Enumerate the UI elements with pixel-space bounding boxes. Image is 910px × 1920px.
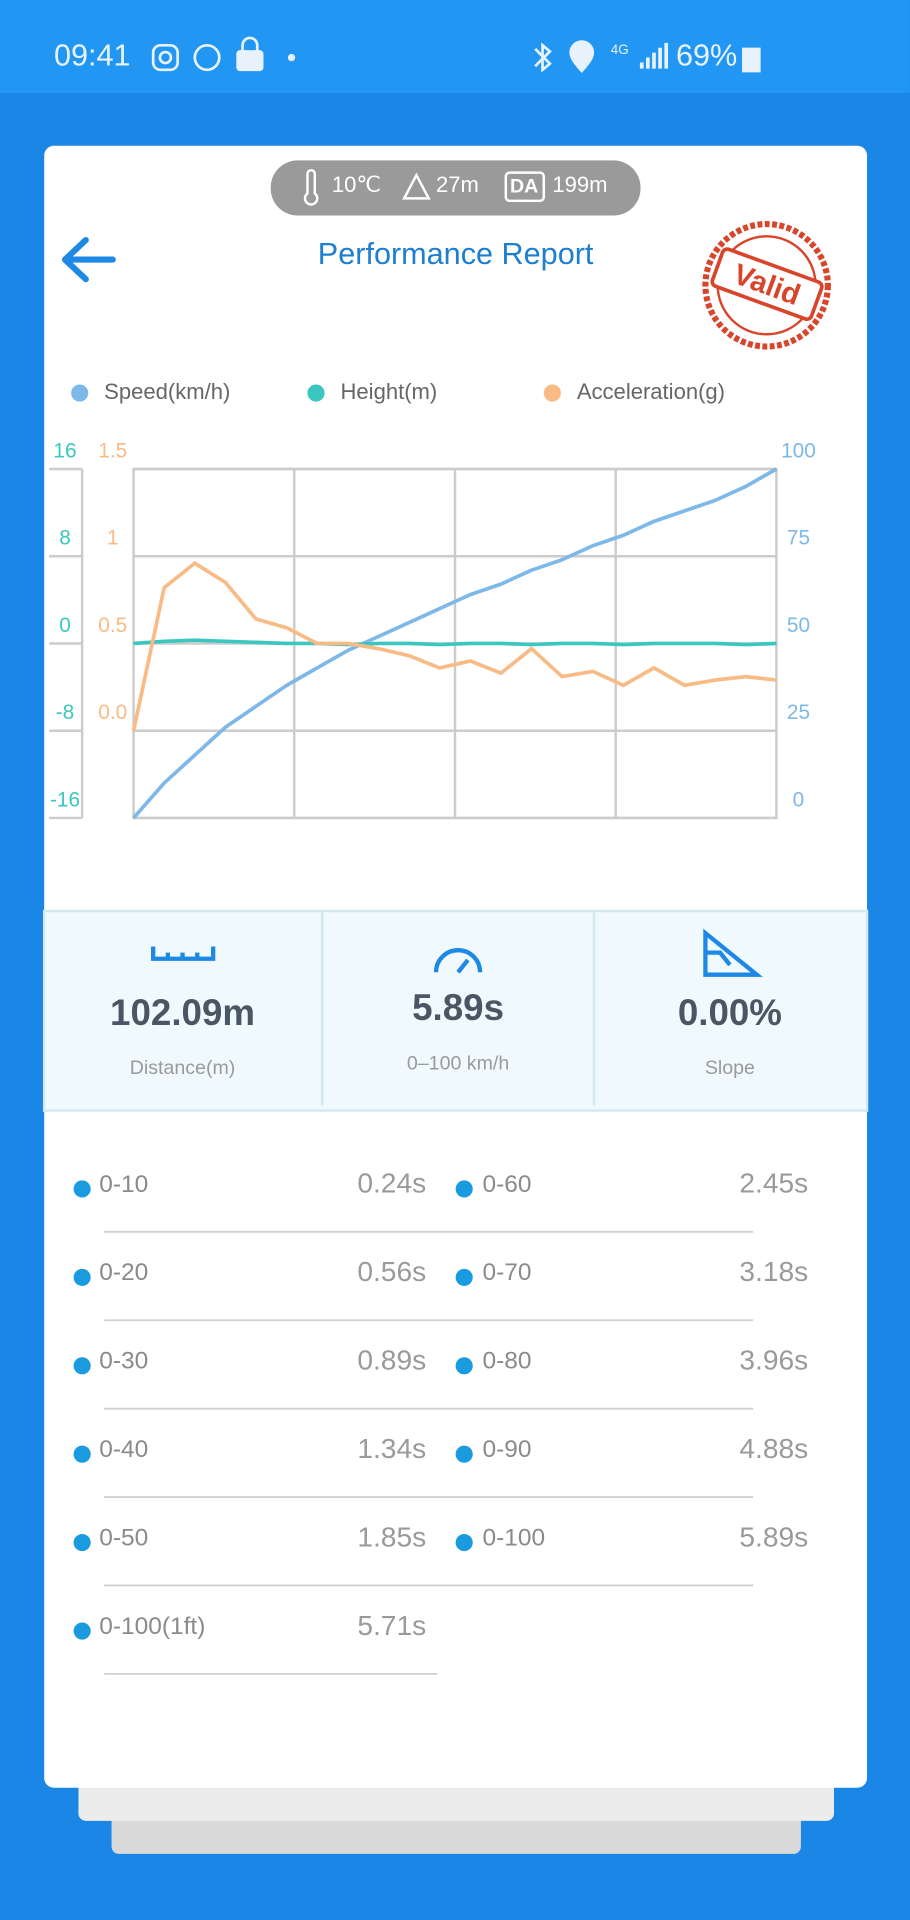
y3-tick-label: 0.5 <box>98 614 127 637</box>
valid-stamp <box>702 221 831 350</box>
metric-value: 0.00% <box>678 992 782 1033</box>
split-time: 3.96s <box>739 1345 808 1376</box>
temperature: 10℃ <box>332 172 381 197</box>
series-line <box>132 467 778 820</box>
split-label: 0-30 <box>99 1348 148 1375</box>
legend-label: Speed(km/h) <box>104 379 230 404</box>
status-icons <box>151 36 761 74</box>
split-dot <box>455 1357 473 1375</box>
split-time: 0.89s <box>357 1345 426 1376</box>
metric-label: 0–100 km/h <box>407 1052 509 1074</box>
y3-tick-label: 0.0 <box>98 701 127 724</box>
metric-label: Slope <box>705 1057 755 1079</box>
density-altitude: 199m <box>552 172 607 197</box>
clock: 09:41 <box>54 39 131 73</box>
legend-swatch <box>543 384 561 402</box>
split-label: 0-100 <box>483 1524 546 1551</box>
split-label: 0-60 <box>483 1171 532 1198</box>
condition-icons <box>303 169 545 206</box>
split-label: 0-20 <box>99 1259 148 1286</box>
split-time: 0.56s <box>357 1256 426 1287</box>
chart: Speed(km/h) Height(m) Acceleration(g) 16 8 0 -… <box>49 379 816 820</box>
split-label: 0-100(1ft) <box>99 1613 205 1640</box>
legend-swatch <box>307 384 325 402</box>
split-dot <box>73 1445 91 1463</box>
metric-value: 102.09m <box>110 992 255 1033</box>
y-tick-label: 8 <box>59 527 71 550</box>
metrics: 102.09m Distance(m) 5.89s 0–100 km/h 0.00% Sl… <box>110 987 782 1079</box>
metric-value: 5.89s <box>412 987 504 1028</box>
back-button[interactable] <box>61 236 116 283</box>
split-label: 0-80 <box>483 1348 532 1375</box>
split-dot <box>455 1534 473 1552</box>
split-time: 1.85s <box>357 1521 426 1552</box>
split-label: 0-90 <box>483 1436 532 1463</box>
split-dot <box>455 1268 473 1286</box>
split-label: 0-50 <box>99 1524 148 1551</box>
split-dot <box>455 1445 473 1463</box>
split-time: 5.89s <box>739 1521 808 1552</box>
split-label: 0-40 <box>99 1436 148 1463</box>
metric-icons <box>151 928 763 977</box>
legend-label: Acceleration(g) <box>577 379 725 404</box>
y-tick-label: -8 <box>56 701 75 724</box>
battery-level: 69% <box>676 39 737 73</box>
y-tick-label: -16 <box>50 788 80 811</box>
conditions-chip <box>270 160 641 216</box>
card-stack <box>78 1777 834 1821</box>
legend-label: Height(m) <box>341 379 438 404</box>
split-time: 3.18s <box>739 1256 808 1287</box>
series-line <box>133 638 777 647</box>
y2-tick-label: 75 <box>787 527 810 550</box>
card-stack <box>111 1812 801 1854</box>
y2-tick-label: 50 <box>787 614 810 637</box>
altitude: 27m <box>436 172 479 197</box>
split-label: 0-10 <box>99 1171 148 1198</box>
status-bar <box>0 0 910 94</box>
split-time: 4.88s <box>739 1433 808 1464</box>
network-label: 4G <box>611 42 629 57</box>
y2-tick-label: 0 <box>793 788 805 811</box>
split-dot <box>73 1180 91 1198</box>
split-time: 5.71s <box>357 1610 426 1641</box>
split-time: 1.34s <box>357 1433 426 1464</box>
split-dot <box>73 1357 91 1375</box>
split-time: 0.24s <box>357 1168 426 1199</box>
y-tick-label: 0 <box>59 614 71 637</box>
split-dot <box>73 1622 91 1640</box>
da-badge: DA <box>510 176 538 198</box>
split-dot <box>455 1180 473 1198</box>
y3-tick-label: 1.5 <box>98 439 127 462</box>
split-time: 2.45s <box>739 1168 808 1199</box>
split-dot <box>73 1534 91 1552</box>
y2-tick-label: 25 <box>787 701 810 724</box>
y2-tick-label: 100 <box>781 439 816 462</box>
page-title: Performance Report <box>318 237 594 271</box>
series-line <box>131 561 777 732</box>
y-tick-label: 16 <box>53 439 76 462</box>
split-dot <box>73 1268 91 1286</box>
y3-tick-label: 1 <box>107 527 119 550</box>
legend-swatch <box>71 384 89 402</box>
metric-label: Distance(m) <box>130 1057 236 1079</box>
split-times: 0-10 0.24s 0-20 0.56s 0-30 0.89s 0-40 1.34s 0-50… <box>73 1168 808 1675</box>
metrics-panel <box>42 909 869 1112</box>
split-label: 0-70 <box>483 1259 532 1286</box>
